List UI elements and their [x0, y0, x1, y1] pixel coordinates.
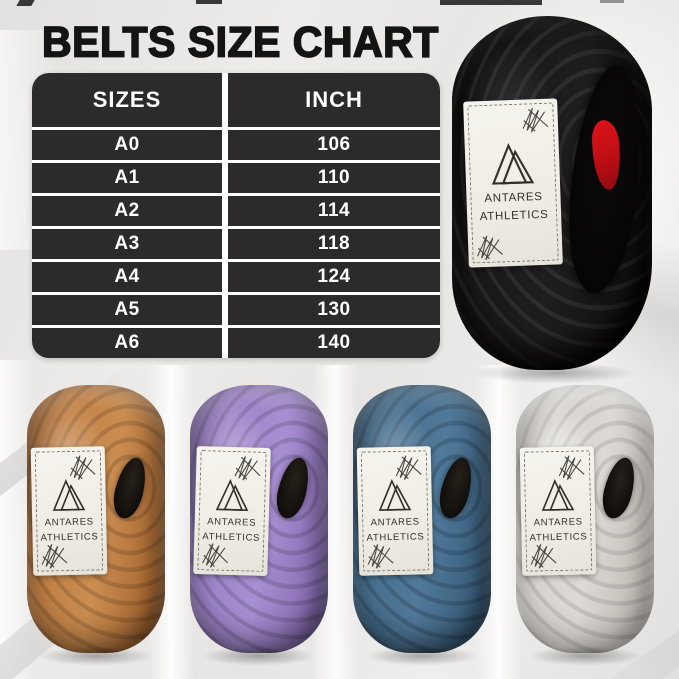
inch-cell: 106	[228, 130, 440, 160]
stitch-scribble-icon	[395, 455, 422, 481]
size-cell: A1	[32, 163, 222, 193]
stitch-scribble-icon	[558, 455, 585, 481]
brand-name: ANTARES	[44, 516, 94, 529]
brand-label: ANTARES ATHLETICS	[463, 98, 563, 268]
inch-cell: 124	[228, 262, 440, 292]
antares-triangle-logo-icon	[215, 478, 249, 511]
column-header-inch: INCH	[228, 73, 440, 127]
grunge-mark	[16, 0, 35, 6]
belt-shadow	[36, 646, 156, 666]
brand-name: ANTARES	[206, 515, 257, 529]
column-header-sizes: SIZES	[32, 73, 222, 127]
size-cell: A3	[32, 229, 222, 259]
label-stitch-border: ANTARES ATHLETICS	[523, 450, 593, 572]
size-cell: A6	[32, 328, 222, 358]
belt-black: ANTARES ATHLETICS	[452, 16, 652, 370]
belt-shadow	[470, 362, 640, 384]
label-stitch-border: ANTARES ATHLETICS	[360, 450, 430, 572]
brand-name: ANTARES	[533, 516, 583, 529]
brand-label: ANTARES ATHLETICS	[193, 445, 271, 577]
inch-cell: 130	[228, 295, 440, 325]
stitch-scribble-icon	[234, 456, 261, 481]
inch-cell: 114	[228, 196, 440, 226]
brand-name: ANTARES	[484, 191, 543, 206]
inch-cell: 118	[228, 229, 440, 259]
brand-name: ATHLETICS	[479, 208, 549, 224]
grunge-mark	[196, 0, 222, 4]
belt-blue: ANTARES ATHLETICS	[353, 385, 491, 653]
antares-triangle-logo-icon	[541, 478, 575, 511]
grunge-mark	[440, 0, 542, 5]
brand-label: ANTARES ATHLETICS	[30, 446, 108, 576]
inch-cell: 140	[228, 328, 440, 358]
stitch-scribble-icon	[477, 235, 503, 261]
belt-purple: ANTARES ATHLETICS	[190, 385, 328, 653]
stitch-scribble-icon	[530, 544, 557, 569]
antares-triangle-logo-icon	[378, 478, 412, 511]
antares-triangle-logo-icon	[52, 478, 86, 511]
label-stitch-border: ANTARES ATHLETICS	[197, 450, 267, 572]
belt-shadow	[199, 646, 319, 666]
grunge-mark	[600, 0, 624, 3]
inch-cell: 110	[228, 163, 440, 193]
brand-label: ANTARES ATHLETICS	[519, 446, 597, 576]
belt-brown: ANTARES ATHLETICS	[27, 385, 165, 653]
stitch-scribble-icon	[367, 544, 394, 569]
stitch-scribble-icon	[522, 108, 549, 133]
belt-shadow	[525, 646, 645, 666]
stitch-scribble-icon	[41, 544, 68, 569]
size-cell: A5	[32, 295, 222, 325]
label-stitch-border: ANTARES ATHLETICS	[34, 450, 104, 572]
stitch-scribble-icon	[69, 455, 96, 481]
stitch-scribble-icon	[202, 543, 228, 568]
brand-name: ANTARES	[370, 516, 420, 529]
belt-shadow	[362, 646, 482, 666]
antares-triangle-logo-icon	[491, 143, 535, 185]
brand-label: ANTARES ATHLETICS	[356, 446, 434, 576]
label-stitch-border: ANTARES ATHLETICS	[467, 102, 559, 264]
page-title: BELTS SIZE CHART	[41, 17, 439, 67]
size-cell: A0	[32, 130, 222, 160]
size-cell: A4	[32, 262, 222, 292]
size-cell: A2	[32, 196, 222, 226]
size-chart-table: SIZES A0 A1 A2 A3 A4 A5 A6 INCH 106 110 …	[32, 73, 440, 358]
belt-white: ANTARES ATHLETICS	[516, 385, 654, 653]
